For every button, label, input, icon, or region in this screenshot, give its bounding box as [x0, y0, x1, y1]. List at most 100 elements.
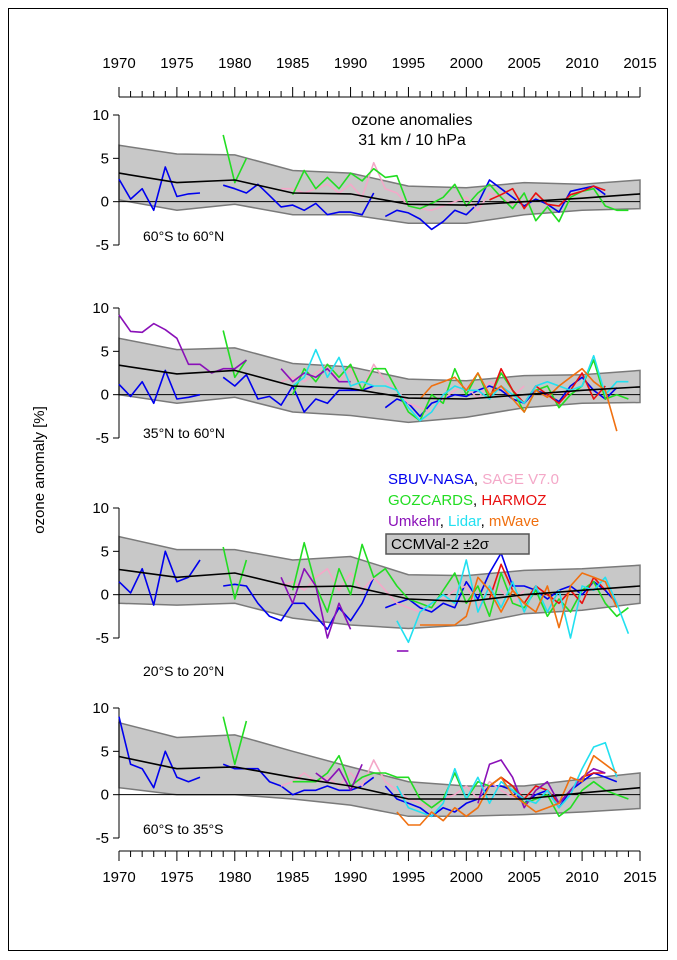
y-tick-label: 5 — [101, 543, 109, 560]
ccmval-2-band — [118, 535, 641, 630]
series-gozcards-line — [222, 134, 248, 184]
series-sbuv-nasa-line — [384, 179, 606, 231]
series-umkehr-line — [280, 367, 351, 383]
region-label: 60°S to 35°S — [143, 821, 223, 837]
top-x-tick-label: 2010 — [565, 55, 598, 72]
legend-entry-umkehr: Umkehr — [388, 513, 441, 530]
top-x-tick-label: 2015 — [623, 55, 656, 72]
series-gozcards-line — [222, 716, 248, 766]
region-label: 20°S to 20°N — [143, 663, 224, 679]
top-x-tick-label: 1975 — [160, 55, 193, 72]
y-tick-label: 5 — [101, 343, 109, 360]
bottom-x-tick-label: 2010 — [565, 869, 598, 886]
series-sbuv-nasa-line — [223, 576, 375, 631]
legend-entry-sbuv-nasa: SBUV-NASA — [388, 471, 474, 488]
y-tick-label: -5 — [96, 430, 109, 447]
y-tick-label: 10 — [92, 107, 109, 124]
y-tick-label: 0 — [101, 194, 109, 211]
top-x-tick-label: 1995 — [392, 55, 425, 72]
series-sbuv-nasa-line — [222, 373, 374, 413]
series-sbuv-nasa-line — [222, 183, 375, 216]
y-axis-label: ozone anomaly [%] — [31, 406, 48, 534]
bottom-x-tick-label: 2000 — [450, 869, 483, 886]
ccmval-2-mean-line — [118, 755, 641, 800]
y-tick-label: 0 — [101, 587, 109, 604]
bottom-x-tick-label: 1975 — [160, 869, 193, 886]
y-tick-label: 10 — [92, 700, 109, 717]
legend-ccmval-label: CCMVal-2 ±2σ — [391, 536, 490, 553]
series-sbuv-nasa-line — [384, 772, 618, 818]
bottom-x-tick-label: 1970 — [102, 869, 135, 886]
series-gozcards-line — [291, 359, 629, 422]
legend-separator: , — [474, 471, 482, 488]
legend-separator: , — [481, 513, 489, 530]
top-x-tick-label: 1980 — [218, 55, 251, 72]
ccmval-2-mean-line — [118, 364, 641, 400]
series-harmoz-line — [488, 563, 606, 605]
top-x-tick-label: 1985 — [276, 55, 309, 72]
bottom-x-tick-label: 1985 — [276, 869, 309, 886]
legend: SBUV-NASA, SAGE V7.0 GOZCARDS, HARMOZ Umke… — [385, 471, 559, 555]
series-sbuv-nasa-line — [118, 369, 201, 405]
bottom-x-tick-label: 2005 — [508, 869, 541, 886]
series-gozcards-line — [222, 546, 248, 600]
series-sage-v7-0-line — [281, 161, 525, 212]
ccmval-2-band — [118, 337, 641, 424]
series-sage-v7-0-line — [280, 567, 525, 613]
y-tick-label: 10 — [92, 500, 109, 517]
bottom-x-tick-label: 1995 — [392, 869, 425, 886]
legend-entry-gozcards: GOZCARDS — [388, 492, 473, 509]
panel-1: 10 5 0 -5 60°S to 60°N — [92, 107, 641, 254]
y-tick-label: 0 — [101, 387, 109, 404]
chart-subtitle: 31 km / 10 hPa — [358, 132, 466, 149]
top-x-axis: 1970 1975 1980 1985 1990 1995 2000 2005 2010 2015 — [102, 55, 657, 98]
series-sbuv-nasa-line — [118, 716, 201, 789]
y-tick-label: 0 — [101, 787, 109, 804]
chart-title: ozone anomalies — [352, 112, 473, 129]
panel-3: 10 5 0 -5 20°S to 20°N — [92, 500, 641, 679]
legend-entry-harmoz: HARMOZ — [481, 492, 546, 509]
legend-separator: , — [473, 492, 481, 509]
legend-row: Umkehr, Lidar, mWave — [388, 513, 539, 530]
top-x-tick-label: 1990 — [334, 55, 367, 72]
y-tick-label: 5 — [101, 150, 109, 167]
top-x-tick-label: 2005 — [508, 55, 541, 72]
series-umkehr-line — [118, 314, 247, 374]
region-label: 60°S to 60°N — [143, 228, 224, 244]
series-gozcards-line — [291, 167, 629, 223]
legend-entry-mwave: mWave — [489, 513, 539, 530]
y-tick-label: 10 — [92, 300, 109, 317]
series-mwave-line — [396, 754, 618, 826]
ccmval-2-band — [118, 144, 641, 225]
series-gozcards-line — [222, 330, 248, 379]
legend-entry-sage-v7-0: SAGE V7.0 — [482, 471, 559, 488]
bottom-x-tick-label: 2015 — [623, 869, 656, 886]
ccmval-2-mean-line — [118, 568, 641, 603]
bottom-x-axis: 1970 1975 1980 1985 1990 1995 2000 2005 2010 2015 — [102, 850, 657, 886]
ccmval-2-mean-line — [118, 172, 641, 206]
series-sbuv-nasa-line — [118, 166, 201, 212]
series-mwave-line — [419, 367, 618, 432]
y-tick-label: -5 — [96, 237, 109, 254]
region-label: 35°N to 60°N — [143, 425, 225, 441]
top-x-tick-label: 2000 — [450, 55, 483, 72]
y-tick-label: -5 — [96, 830, 109, 847]
legend-row: SBUV-NASA, SAGE V7.0 — [388, 471, 559, 488]
top-x-tick-label: 1970 — [102, 55, 135, 72]
y-tick-label: 5 — [101, 743, 109, 760]
legend-ccmval-box — [385, 533, 530, 555]
bottom-x-tick-label: 1990 — [334, 869, 367, 886]
series-gozcards-line — [291, 541, 629, 618]
series-lidar-line — [292, 348, 629, 422]
bottom-x-tick-label: 1980 — [218, 869, 251, 886]
ccmval-2-band — [118, 721, 641, 818]
series-harmoz-line — [488, 367, 606, 405]
legend-separator: , — [440, 513, 448, 530]
legend-row: GOZCARDS, HARMOZ — [388, 492, 546, 509]
panel-2: 10 5 0 -5 35°N to 60°N — [92, 300, 641, 447]
series-mwave-line — [420, 572, 618, 629]
series-umkehr-line — [315, 763, 363, 792]
panel-4: 10 5 0 -5 60°S to 35°S — [92, 700, 641, 847]
legend-entry-lidar: Lidar — [448, 513, 481, 530]
